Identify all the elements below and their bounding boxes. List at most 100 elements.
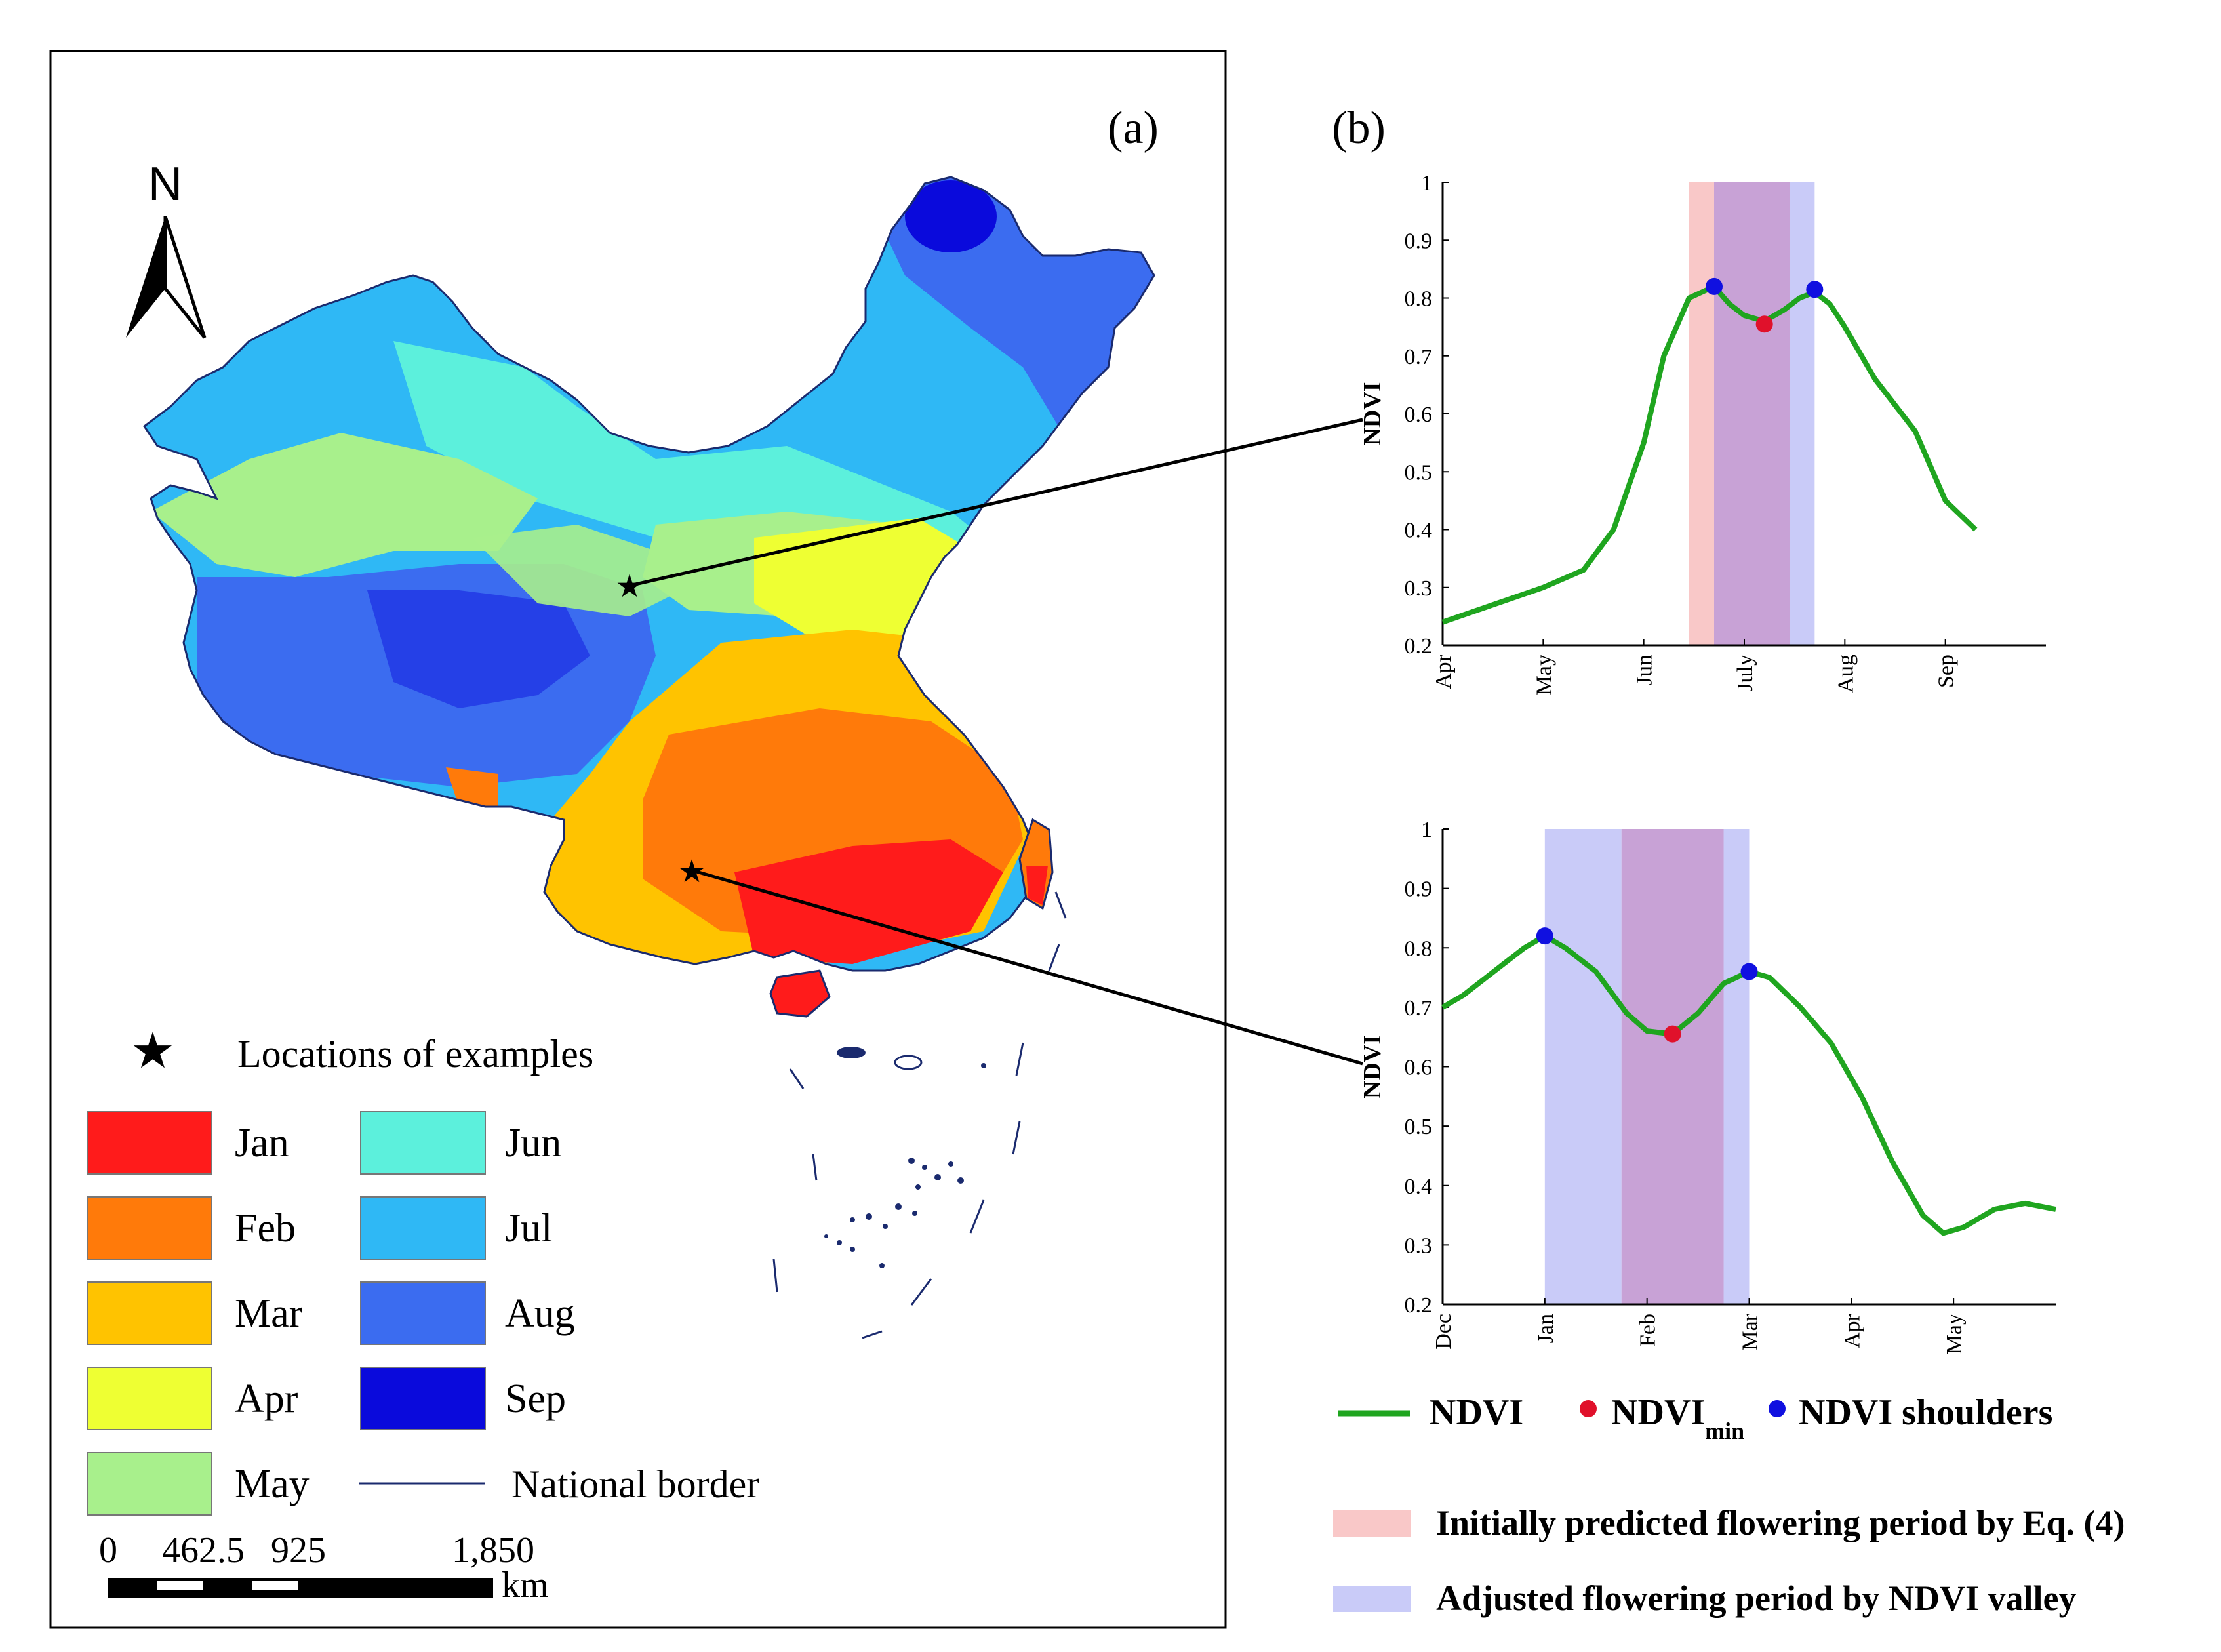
legend-label-aug: Aug bbox=[505, 1291, 575, 1336]
x-tick-label: Apr bbox=[1840, 1313, 1864, 1348]
legend-swatch-may bbox=[87, 1452, 212, 1516]
y-axis-label: NDVI bbox=[1359, 1035, 1386, 1098]
x-tick-label: May bbox=[1532, 655, 1556, 695]
ndvi-legend: NDVI NDVImin NDVI shoulders Initially pr… bbox=[1333, 1392, 2125, 1618]
y-tick-label: 0.5 bbox=[1405, 460, 1433, 485]
legend-star-icon: ★ bbox=[130, 1024, 175, 1079]
scale-tick-1: 462.5 bbox=[162, 1530, 245, 1571]
map-zone-aug-plateau bbox=[197, 564, 656, 787]
y-tick-label: 0.4 bbox=[1405, 1175, 1433, 1199]
legend-label-may: May bbox=[235, 1462, 310, 1506]
x-tick-label: Dec bbox=[1431, 1314, 1456, 1350]
adjusted-period-band bbox=[1790, 182, 1815, 645]
north-label: N bbox=[148, 158, 182, 211]
map-frame bbox=[49, 50, 1227, 1629]
ndvi-shoulder-point bbox=[1740, 963, 1758, 980]
legend-label-apr: Apr bbox=[235, 1377, 298, 1421]
legend-initial-label: Initially predicted flowering period by … bbox=[1436, 1503, 2125, 1542]
adjusted-period-band bbox=[1723, 829, 1750, 1304]
legend-ndvi-min-label: NDVImin bbox=[1611, 1392, 1744, 1444]
ndvi-min-point bbox=[1664, 1025, 1681, 1043]
legend-label-sep: Sep bbox=[505, 1377, 566, 1421]
legend-swatches: Jan Feb Mar Apr May Jun Jul Aug Sep bbox=[87, 1111, 575, 1516]
scale-tick-0: 0 bbox=[99, 1530, 117, 1571]
scale-tick-3: 1,850 bbox=[452, 1530, 534, 1571]
legend-swatch-feb bbox=[87, 1196, 212, 1260]
legend-initial-swatch bbox=[1333, 1510, 1411, 1537]
ndvi-chart-top: 0.2 0.3 0.4 0.5 0.6 0.7 0.8 0.9 1 Apr May Jun July Au… bbox=[1359, 171, 2046, 695]
map-zone-may-plateau bbox=[472, 525, 708, 616]
map-legend: ★ Locations of examples JanFebMarAprMayJ… bbox=[87, 1024, 759, 1516]
adjusted-period-band bbox=[1544, 829, 1622, 1304]
y-tick-label: 0.6 bbox=[1405, 403, 1433, 427]
legend-shoulder-label: NDVI shoulders bbox=[1799, 1392, 2052, 1433]
y-tick-label: 0.2 bbox=[1405, 634, 1433, 658]
x-tick-label: July bbox=[1733, 655, 1757, 692]
map-zone-sep-northeast bbox=[905, 180, 997, 252]
hainan-island bbox=[769, 969, 831, 1018]
leader-line-south bbox=[691, 868, 1363, 1066]
y-tick-label: 1 bbox=[1421, 171, 1432, 195]
map-zone-sep-plateau bbox=[367, 590, 590, 708]
legend-ndvi-label: NDVI bbox=[1430, 1392, 1523, 1433]
panel-a-label: (a) bbox=[1108, 103, 1159, 153]
scale-unit: km bbox=[502, 1565, 549, 1605]
y-tick-label: 0.9 bbox=[1405, 229, 1433, 253]
map-zone-jan bbox=[734, 839, 1003, 964]
legend-swatch-aug bbox=[360, 1281, 486, 1345]
overlap-period-band bbox=[1714, 182, 1790, 645]
y-tick-label: 0.5 bbox=[1405, 1115, 1433, 1139]
legend-label-jan: Jan bbox=[235, 1121, 289, 1165]
x-tick-label: Sep bbox=[1934, 655, 1959, 688]
y-tick-label: 0.3 bbox=[1405, 576, 1433, 601]
legend-star-label: Locations of examples bbox=[237, 1032, 593, 1076]
panel-b-label: (b) bbox=[1332, 103, 1386, 153]
y-tick-label: 0.9 bbox=[1405, 877, 1433, 902]
ndvi-shoulder-point bbox=[1806, 281, 1824, 298]
legend-shoulder-dot bbox=[1769, 1400, 1786, 1417]
star-south-icon: ★ bbox=[677, 855, 706, 889]
ndvi-chart-bottom: 0.2 0.3 0.4 0.5 0.6 0.7 0.8 0.9 1 Dec Jan Feb Mar Apr… bbox=[1359, 818, 2056, 1354]
y-tick-label: 0.8 bbox=[1405, 937, 1433, 961]
legend-ndvi-min-base: NDVI bbox=[1611, 1392, 1705, 1433]
map-zone-may-west bbox=[151, 433, 538, 577]
legend-ndvi-min-sub: min bbox=[1705, 1418, 1744, 1444]
scale-bar: 0 462.5 925 1,850 km bbox=[99, 1530, 549, 1605]
legend-swatch-sep bbox=[360, 1367, 486, 1430]
y-tick-label: 0.7 bbox=[1405, 345, 1433, 369]
north-arrow-right-half bbox=[163, 216, 207, 339]
taiwan-jan-zone bbox=[1026, 866, 1048, 905]
overlap-period-band bbox=[1621, 829, 1724, 1304]
y-tick-label: 0.2 bbox=[1405, 1293, 1433, 1318]
legend-swatch-jun bbox=[360, 1111, 486, 1175]
scale-bar-seg2 bbox=[252, 1581, 298, 1590]
ndvi-shoulder-point bbox=[1536, 927, 1553, 945]
ndvi-shoulder-point bbox=[1706, 277, 1723, 295]
scale-tick-2: 925 bbox=[271, 1530, 326, 1571]
south-china-sea-border bbox=[772, 891, 1067, 1339]
example-locations: ★ ★ bbox=[615, 418, 1363, 1066]
leader-line-north bbox=[629, 418, 1363, 588]
x-tick-label: May bbox=[1942, 1314, 1967, 1354]
legend-label-jul: Jul bbox=[505, 1206, 552, 1251]
ndvi-series-line bbox=[1441, 283, 1978, 625]
x-tick-label: Jan bbox=[1534, 1314, 1558, 1343]
map-outline bbox=[142, 176, 1155, 972]
scale-bar-seg1 bbox=[157, 1581, 203, 1590]
legend-label-mar: Mar bbox=[235, 1291, 303, 1336]
north-arrow: N bbox=[126, 158, 207, 339]
x-tick-label: Apr bbox=[1431, 654, 1456, 689]
north-arrow-left-half bbox=[126, 216, 165, 338]
y-tick-label: 0.8 bbox=[1405, 287, 1433, 312]
initial-period-band bbox=[1689, 182, 1714, 645]
x-tick-label: Aug bbox=[1833, 655, 1858, 693]
y-tick-label: 0.3 bbox=[1405, 1234, 1433, 1258]
legend-swatch-jan bbox=[87, 1111, 212, 1175]
y-tick-label: 1 bbox=[1421, 818, 1432, 842]
y-tick-label: 0.4 bbox=[1405, 519, 1433, 543]
x-tick-label: Mar bbox=[1738, 1313, 1763, 1350]
legend-adjusted-swatch bbox=[1333, 1586, 1411, 1612]
legend-swatch-mar bbox=[87, 1281, 212, 1345]
legend-ndvi-min-dot bbox=[1580, 1400, 1597, 1417]
